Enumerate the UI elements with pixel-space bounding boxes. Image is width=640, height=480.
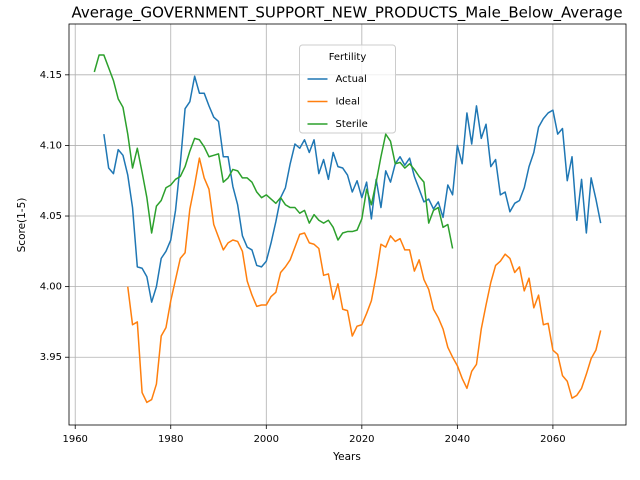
x-axis-label: Years	[332, 451, 361, 463]
plot-frame	[68, 23, 627, 426]
x-tick-label: 2000	[254, 434, 279, 445]
x-tick-label: 2020	[349, 434, 374, 445]
legend-label: Ideal	[336, 97, 360, 108]
legend-label: Actual	[336, 74, 367, 85]
y-tick-label: 4.15	[40, 70, 62, 81]
x-tick-label: 1960	[62, 434, 87, 445]
y-axis-label: Score(1-5)	[16, 198, 28, 253]
y-tick-label: 4.00	[40, 282, 62, 293]
chart-title: Average_GOVERNMENT_SUPPORT_NEW_PRODUCTS_…	[71, 4, 622, 23]
x-tick-label: 1980	[158, 434, 183, 445]
legend-label: Sterile	[336, 119, 368, 130]
line-series	[127, 157, 602, 404]
y-tick-label: 3.95	[40, 352, 62, 363]
x-tick-label: 2060	[540, 434, 565, 445]
line-series	[103, 75, 602, 303]
y-tick-label: 4.10	[40, 140, 62, 151]
legend-title: Fertility	[329, 52, 367, 63]
y-tick-label: 4.05	[40, 211, 62, 222]
legend: Fertility Actual Ideal Sterile	[299, 44, 396, 134]
legend-box	[299, 44, 396, 134]
line-series	[93, 54, 454, 249]
x-tick-label: 2040	[445, 434, 470, 445]
